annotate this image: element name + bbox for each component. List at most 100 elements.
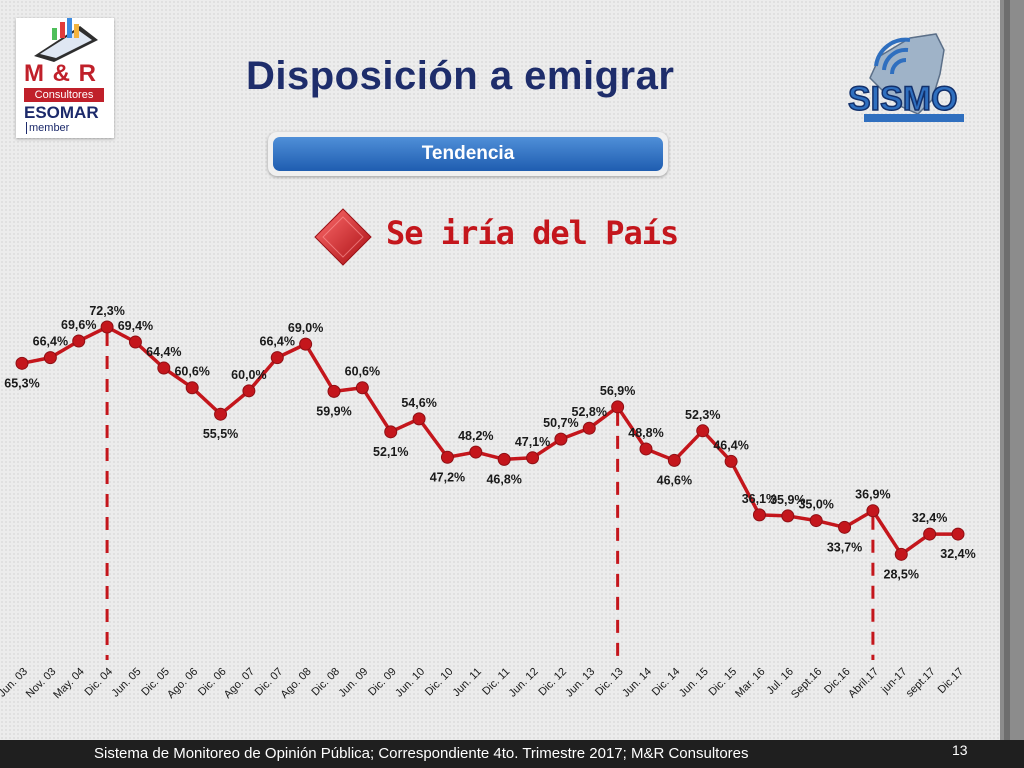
data-point bbox=[781, 509, 795, 523]
data-point bbox=[100, 320, 114, 334]
data-label: 64,4% bbox=[146, 345, 181, 359]
data-label: 59,9% bbox=[316, 404, 351, 418]
slide-background bbox=[0, 0, 1000, 740]
chart-tablet-icon bbox=[34, 18, 98, 62]
data-label: 47,2% bbox=[430, 470, 465, 484]
data-point bbox=[611, 400, 625, 414]
data-point bbox=[838, 520, 852, 534]
data-label: 36,1% bbox=[742, 492, 777, 506]
mr-logo-brand: M & R bbox=[24, 60, 97, 87]
data-label: 72,3% bbox=[89, 304, 124, 318]
data-point bbox=[639, 442, 653, 456]
data-label: 52,1% bbox=[373, 445, 408, 459]
data-point bbox=[355, 381, 369, 395]
tab-tendencia[interactable]: Tendencia bbox=[268, 132, 668, 176]
data-point bbox=[497, 452, 511, 466]
category-label: Jun. 10 bbox=[393, 666, 427, 700]
category-label: Dic. 09 bbox=[366, 666, 399, 699]
data-label: 46,4% bbox=[713, 438, 748, 452]
data-label: 46,8% bbox=[486, 472, 521, 486]
data-label: 28,5% bbox=[884, 567, 919, 581]
footer-text: Sistema de Monitoreo de Opinión Pública;… bbox=[94, 745, 749, 762]
series-line bbox=[21, 325, 958, 557]
category-label: Jun. 15 bbox=[677, 666, 711, 700]
data-label: 36,9% bbox=[855, 488, 890, 502]
footer-bar: Sistema de Monitoreo de Opinión Pública;… bbox=[0, 740, 1024, 768]
category-label: Dic. 12 bbox=[536, 666, 569, 699]
data-label: 48,2% bbox=[458, 429, 493, 443]
data-point bbox=[185, 381, 199, 395]
diamond-bullet-icon bbox=[314, 208, 372, 266]
category-label: sept.17 bbox=[904, 666, 938, 700]
data-point bbox=[554, 432, 568, 446]
data-point bbox=[43, 351, 57, 365]
data-point bbox=[214, 407, 228, 421]
category-label: Jun. 09 bbox=[336, 666, 370, 700]
nicaragua-map-icon bbox=[869, 33, 945, 115]
data-label: 69,0% bbox=[288, 321, 323, 335]
data-point bbox=[866, 504, 880, 518]
data-label: 52,3% bbox=[685, 408, 720, 422]
data-label: 35,0% bbox=[798, 498, 833, 512]
data-point bbox=[809, 514, 823, 528]
emigration-line-chart: 65,3% 66,4% 69,6%72,3%69,4% 64,4% 60,6% 55,5%… bbox=[0, 304, 976, 701]
data-label: 35,9% bbox=[770, 493, 805, 507]
category-label: Jun. 14 bbox=[620, 666, 654, 700]
data-point bbox=[724, 454, 738, 468]
data-label: 65,3% bbox=[4, 376, 39, 390]
data-label: 48,8% bbox=[628, 426, 663, 440]
data-label: 55,5% bbox=[203, 427, 238, 441]
category-label: Sept.16 bbox=[789, 666, 824, 701]
data-point bbox=[270, 351, 284, 365]
data-point bbox=[951, 527, 965, 541]
category-label: Dic. 13 bbox=[593, 666, 626, 699]
page-number: 13 bbox=[952, 742, 968, 758]
category-label: Mar. 16 bbox=[733, 666, 767, 700]
data-point bbox=[667, 453, 681, 467]
data-label: 54,6% bbox=[401, 396, 436, 410]
data-point bbox=[696, 424, 710, 438]
category-label: Dic. 08 bbox=[309, 666, 342, 699]
data-point bbox=[384, 425, 398, 439]
right-edge-stripe bbox=[1004, 0, 1010, 745]
page-title: Disposición a emigrar bbox=[246, 54, 675, 98]
category-label: Dic.17 bbox=[936, 666, 967, 697]
data-label: 60,6% bbox=[174, 365, 209, 379]
data-label: 69,6% bbox=[61, 318, 96, 332]
sismo-logo-text: SISMO bbox=[848, 80, 958, 118]
data-point bbox=[440, 450, 454, 464]
data-point bbox=[327, 384, 341, 398]
tab-tendencia-label: Tendencia bbox=[273, 137, 663, 171]
category-label: Ago. 08 bbox=[278, 666, 313, 701]
data-label: 69,4% bbox=[118, 319, 153, 333]
data-point bbox=[15, 356, 29, 370]
data-point bbox=[752, 508, 766, 522]
data-label: 46,6% bbox=[657, 473, 692, 487]
data-label: 33,7% bbox=[827, 540, 862, 554]
data-label: 66,4% bbox=[33, 335, 68, 349]
category-label: Dic. 14 bbox=[650, 666, 683, 699]
category-label: Dic. 10 bbox=[423, 666, 456, 699]
category-label: Jun. 11 bbox=[451, 666, 484, 699]
data-point bbox=[582, 421, 596, 435]
data-label: 32,4% bbox=[912, 511, 947, 525]
category-label: Ago. 07 bbox=[222, 666, 257, 701]
chart-subtitle: Se iría del País bbox=[386, 214, 679, 252]
category-label: Abril.17 bbox=[846, 666, 881, 701]
data-label: 32,4% bbox=[940, 547, 975, 561]
data-label: 52,8% bbox=[572, 405, 607, 419]
data-label: 50,7% bbox=[543, 416, 578, 430]
category-label: Jun. 13 bbox=[563, 666, 597, 700]
mr-logo-sub: Consultores bbox=[24, 88, 104, 102]
data-point bbox=[72, 334, 86, 348]
data-label: 60,6% bbox=[345, 365, 380, 379]
mr-consultores-logo: M & R Consultores ESOMAR member bbox=[16, 18, 114, 138]
category-label: Jun. 12 bbox=[507, 666, 541, 700]
data-point bbox=[299, 337, 313, 351]
data-label: 66,4% bbox=[260, 335, 295, 349]
data-label: 60,0% bbox=[231, 368, 266, 382]
data-point bbox=[469, 445, 483, 459]
category-label: Ago. 06 bbox=[165, 666, 200, 701]
data-label: 47,1% bbox=[515, 435, 550, 449]
member-label: member bbox=[26, 122, 69, 134]
